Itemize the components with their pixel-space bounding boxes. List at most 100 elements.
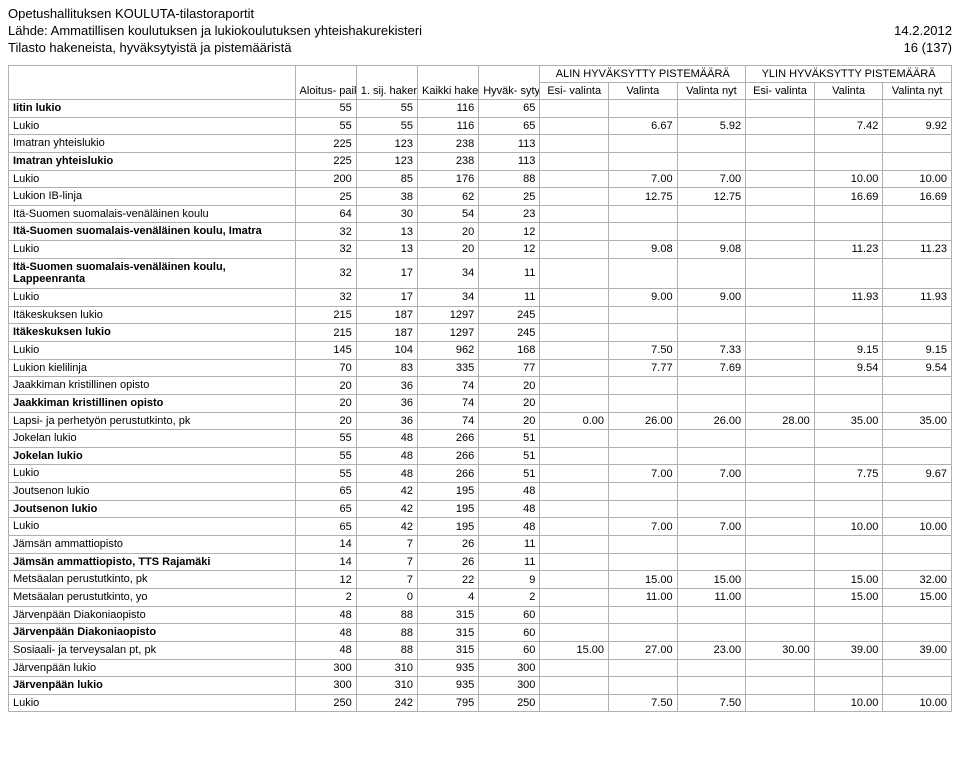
- cell: [609, 677, 678, 695]
- col-alin-valinta: Valinta: [609, 83, 678, 100]
- cell: [540, 359, 609, 377]
- row-name: Jaakkiman kristillinen opisto: [9, 394, 296, 412]
- cell: [540, 465, 609, 483]
- cell: 26: [417, 553, 478, 571]
- row-name: Lukio: [9, 170, 296, 188]
- cell: 104: [356, 341, 417, 359]
- cell: [609, 553, 678, 571]
- cell: 51: [479, 447, 540, 465]
- cell: [540, 659, 609, 677]
- cell: 7.50: [677, 694, 746, 712]
- col-ylin-valinta-nyt: Valinta nyt: [883, 83, 952, 100]
- cell: 5.92: [677, 117, 746, 135]
- cell: 74: [417, 377, 478, 395]
- cell: 30.00: [746, 641, 815, 659]
- cell: 11.93: [883, 289, 952, 307]
- col-aloituspaikat: Aloitus- paikat: [295, 66, 356, 100]
- row-name: Lukio: [9, 289, 296, 307]
- cell: 88: [356, 624, 417, 642]
- cell: 7.77: [609, 359, 678, 377]
- cell: [814, 624, 883, 642]
- cell: [540, 341, 609, 359]
- cell: 34: [417, 289, 478, 307]
- col-alin-valinta-nyt: Valinta nyt: [677, 83, 746, 100]
- cell: [540, 117, 609, 135]
- cell: [540, 677, 609, 695]
- cell: [746, 377, 815, 395]
- cell: 15.00: [814, 571, 883, 589]
- col-name-blank: [9, 66, 296, 100]
- cell: [814, 394, 883, 412]
- cell: [609, 100, 678, 118]
- cell: 65: [295, 483, 356, 501]
- cell: 32.00: [883, 571, 952, 589]
- cell: 335: [417, 359, 478, 377]
- cell: [746, 152, 815, 170]
- cell: 22: [417, 571, 478, 589]
- cell: [677, 306, 746, 324]
- cell: [746, 677, 815, 695]
- cell: 187: [356, 306, 417, 324]
- data-table: Aloitus- paikat 1. sij. hakeneet Kaikki …: [8, 65, 952, 712]
- cell: 39.00: [883, 641, 952, 659]
- cell: [814, 223, 883, 241]
- table-row: Jokelan lukio554826651: [9, 447, 952, 465]
- cell: [814, 152, 883, 170]
- cell: 1297: [417, 306, 478, 324]
- cell: 245: [479, 306, 540, 324]
- cell: 11.93: [814, 289, 883, 307]
- cell: [814, 447, 883, 465]
- table-row: Lapsi- ja perhetyön perustutkinto, pk203…: [9, 412, 952, 430]
- cell: [883, 500, 952, 518]
- cell: [746, 483, 815, 501]
- cell: 26.00: [677, 412, 746, 430]
- table-row: Itäkeskuksen lukio2151871297245: [9, 306, 952, 324]
- table-row: Lukio20085176887.007.0010.0010.00: [9, 170, 952, 188]
- cell: 15.00: [814, 588, 883, 606]
- col-kaikki: Kaikki hakeneet: [417, 66, 478, 100]
- table-row: Joutsenon lukio654219548: [9, 500, 952, 518]
- cell: 11.23: [883, 241, 952, 259]
- cell: [677, 258, 746, 288]
- cell: 7.50: [609, 694, 678, 712]
- header-line2-row: Lähde: Ammatillisen koulutuksen ja lukio…: [8, 23, 952, 38]
- row-name: Jokelan lukio: [9, 447, 296, 465]
- cell: 55: [295, 465, 356, 483]
- cell: 250: [295, 694, 356, 712]
- cell: 7.69: [677, 359, 746, 377]
- cell: 70: [295, 359, 356, 377]
- cell: 85: [356, 170, 417, 188]
- cell: [814, 205, 883, 223]
- cell: 176: [417, 170, 478, 188]
- cell: 11.23: [814, 241, 883, 259]
- cell: 7.33: [677, 341, 746, 359]
- cell: 168: [479, 341, 540, 359]
- cell: 300: [479, 677, 540, 695]
- cell: [814, 606, 883, 624]
- cell: 11: [479, 289, 540, 307]
- cell: 300: [479, 659, 540, 677]
- cell: 60: [479, 641, 540, 659]
- cell: [677, 624, 746, 642]
- table-row: Lukio6542195487.007.0010.0010.00: [9, 518, 952, 536]
- cell: 9: [479, 571, 540, 589]
- cell: 48: [356, 430, 417, 448]
- cell: 7.00: [677, 465, 746, 483]
- cell: [677, 135, 746, 153]
- cell: 7.00: [677, 518, 746, 536]
- cell: [677, 483, 746, 501]
- cell: 0: [356, 588, 417, 606]
- cell: [883, 483, 952, 501]
- cell: [746, 258, 815, 288]
- cell: [609, 135, 678, 153]
- cell: [814, 553, 883, 571]
- cell: [609, 624, 678, 642]
- cell: 54: [417, 205, 478, 223]
- cell: 48: [295, 641, 356, 659]
- cell: 35.00: [814, 412, 883, 430]
- cell: [883, 553, 952, 571]
- col-1sij: 1. sij. hakeneet: [356, 66, 417, 100]
- cell: 20: [479, 377, 540, 395]
- cell: [814, 324, 883, 342]
- cell: 4: [417, 588, 478, 606]
